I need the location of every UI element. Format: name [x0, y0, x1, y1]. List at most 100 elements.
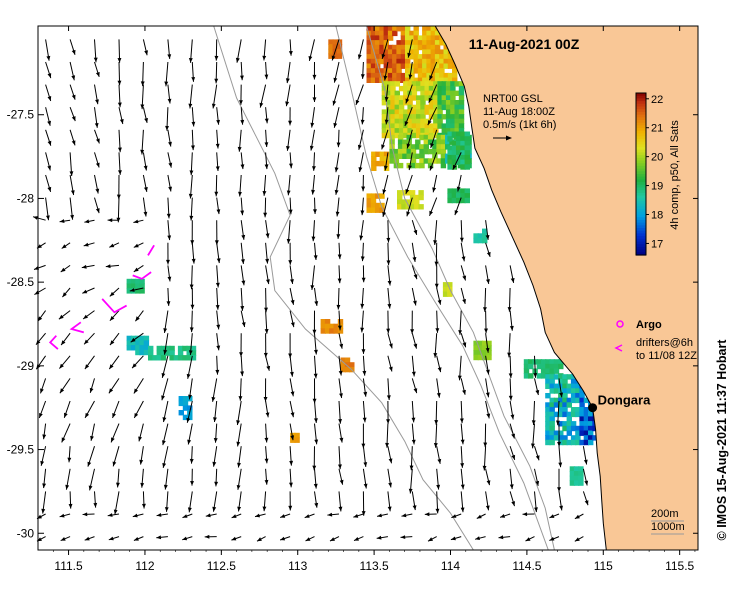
sst-pixel: [420, 90, 426, 96]
sst-pixel: [578, 471, 584, 477]
current-arrow: [94, 197, 100, 214]
sst-pixel: [447, 164, 453, 170]
sst-pixel: [400, 49, 407, 55]
current-arrow: [116, 174, 121, 200]
sst-pixel: [386, 100, 392, 106]
current-arrow: [59, 355, 71, 369]
current-arrow: [94, 61, 100, 78]
sst-pixel: [441, 81, 447, 87]
current-arrow: [135, 310, 144, 322]
sst-pixel: [390, 90, 396, 96]
colorbar-segment: [636, 214, 646, 218]
current-arrow: [509, 400, 515, 420]
sst-pixel: [439, 63, 445, 69]
current-arrow: [360, 197, 365, 216]
sst-pixel: [434, 49, 441, 55]
current-arrow: [332, 84, 340, 106]
current-arrow: [61, 423, 71, 443]
sst-pixel: [553, 430, 560, 436]
current-arrow: [42, 468, 47, 489]
sst-pixel: [451, 154, 458, 161]
sst-pixel: [424, 85, 430, 92]
sst-pixel: [566, 383, 572, 389]
current-arrow: [460, 446, 465, 468]
sst-pixel: [383, 58, 389, 65]
sst-pixel: [549, 374, 555, 380]
sst-pixel: [394, 100, 400, 106]
sst-pixel: [456, 150, 462, 156]
sst-pixel: [575, 407, 581, 413]
sst-pixel: [562, 383, 568, 389]
sst-pixel: [375, 202, 381, 209]
colorbar-segment: [636, 111, 646, 116]
current-arrow: [212, 491, 218, 512]
sst-pixel: [413, 68, 419, 74]
current-arrow: [189, 152, 194, 176]
sst-pixel: [375, 40, 381, 46]
sst-pixel: [370, 198, 377, 204]
current-arrow: [133, 536, 144, 541]
current-arrow: [182, 536, 193, 541]
sst-pixel: [387, 30, 394, 37]
sst-pixel: [447, 291, 453, 297]
sst-pixel: [390, 128, 396, 134]
sst-pixel: [381, 132, 388, 139]
sst-pixel: [344, 362, 351, 368]
current-arrow: [411, 242, 417, 262]
sst-pixel: [536, 359, 543, 365]
current-arrow: [525, 536, 535, 542]
scale-arrow-icon: [493, 135, 512, 141]
sst-pixel: [370, 35, 377, 41]
current-arrow: [65, 468, 71, 490]
sst-pixel: [416, 85, 422, 92]
sst-pixel: [375, 30, 381, 37]
current-arrow: [338, 468, 344, 485]
current-arrow: [59, 378, 71, 394]
current-arrow: [429, 197, 438, 216]
sst-pixel: [588, 439, 594, 446]
sst-pixel: [477, 345, 484, 351]
current-arrow: [167, 84, 172, 104]
current-arrow: [93, 39, 98, 63]
current-arrow: [132, 513, 144, 518]
sst-pixel: [445, 123, 452, 129]
sst-pixel: [573, 480, 580, 486]
sst-pixel: [545, 368, 551, 374]
sst-pixel: [366, 49, 372, 55]
sst-pixel: [450, 90, 456, 96]
sst-pixel: [558, 378, 564, 385]
sst-pixel: [579, 411, 585, 418]
sst-pixel: [558, 359, 564, 365]
sst-pixel: [187, 405, 193, 411]
sst-pixel: [405, 63, 411, 69]
sst-pixel: [349, 362, 355, 368]
current-arrow: [37, 310, 47, 322]
sst-pixel: [383, 77, 389, 83]
sst-pixel: [386, 81, 392, 87]
current-arrow: [262, 174, 267, 196]
sst-pixel: [549, 368, 555, 374]
current-arrow: [360, 310, 365, 333]
sst-pixel: [562, 397, 568, 404]
sst-pixel: [135, 288, 141, 294]
sst-pixel: [422, 63, 428, 69]
current-arrow: [312, 446, 317, 471]
sst-pixel: [329, 328, 335, 334]
sst-pixel: [390, 109, 396, 115]
sst-pixel: [428, 81, 435, 87]
sst-pixel: [426, 49, 432, 55]
current-arrow: [45, 174, 52, 193]
current-arrow: [94, 107, 99, 128]
colorbar-segment: [636, 117, 646, 121]
sst-pixel: [415, 153, 421, 159]
current-arrow: [94, 129, 100, 144]
current-arrow: [236, 400, 242, 426]
sst-pixel: [434, 77, 441, 83]
current-arrow: [433, 333, 438, 358]
current-arrow: [142, 39, 148, 56]
sst-pixel: [570, 397, 577, 404]
current-arrow: [411, 220, 418, 236]
sst-pixel: [464, 140, 470, 147]
sst-pixel: [427, 158, 434, 164]
colorbar-segment: [636, 176, 646, 180]
